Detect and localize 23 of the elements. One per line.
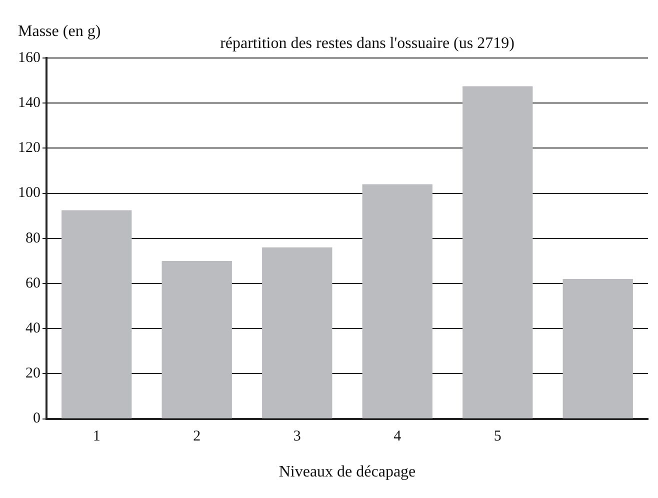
bar xyxy=(562,278,633,418)
y-tick-label: 80 xyxy=(26,230,40,246)
x-tick-label: 3 xyxy=(293,428,301,445)
y-tick-label: 40 xyxy=(26,320,40,337)
bar xyxy=(62,210,132,418)
x-axis-title: Niveaux de décapage xyxy=(278,464,416,481)
x-tick-label: 5 xyxy=(494,428,502,445)
x-tick-label: 1 xyxy=(92,428,100,445)
y-tick-label: 60 xyxy=(26,275,40,292)
bar xyxy=(362,184,432,418)
y-tick-label: 100 xyxy=(18,185,40,202)
y-tick-label: 20 xyxy=(26,366,40,382)
y-tick-label: 0 xyxy=(33,410,40,427)
y-tick-label: 140 xyxy=(18,95,40,112)
x-tick-label: 2 xyxy=(193,428,201,445)
y-axis-title: Masse (en g) xyxy=(18,23,101,40)
x-tick-label: 4 xyxy=(394,428,402,445)
bar xyxy=(462,86,533,418)
y-tick-label: 160 xyxy=(18,50,40,66)
y-tick-label: 120 xyxy=(18,140,40,156)
bar xyxy=(262,247,332,418)
bar xyxy=(162,260,232,418)
chart-title: répartition des restes dans l'ossuaire (us 2719) xyxy=(220,35,514,52)
